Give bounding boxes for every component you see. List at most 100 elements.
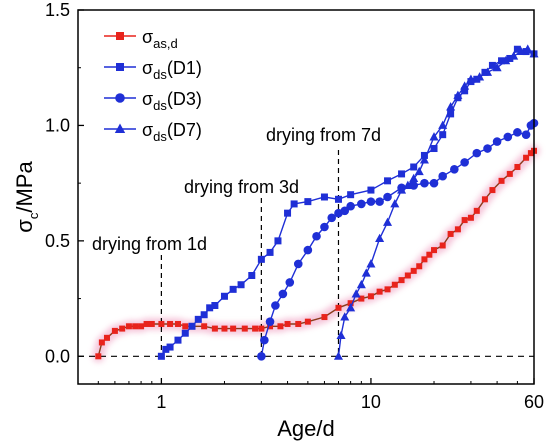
data-point <box>429 132 439 141</box>
data-point <box>284 209 292 217</box>
legend-entry: σds(D7) <box>104 120 202 144</box>
legend-subscript: ds <box>153 67 167 82</box>
data-point <box>327 213 337 223</box>
x-axis-label: Age/d <box>277 416 335 441</box>
x-tick-label: 60 <box>524 392 544 412</box>
data-point <box>257 351 266 361</box>
data-point <box>461 217 468 224</box>
data-point <box>513 45 521 53</box>
legend-symbol: σ <box>142 120 153 140</box>
legend-suffix: (D1) <box>167 58 202 78</box>
data-point <box>410 267 417 274</box>
data-point <box>467 214 474 221</box>
data-point <box>257 255 265 263</box>
data-point <box>472 148 482 158</box>
data-point <box>320 222 329 232</box>
legend-label: σds(D1) <box>142 58 202 82</box>
data-point <box>221 325 228 332</box>
data-point <box>429 178 439 188</box>
legend-suffix: (D3) <box>167 89 202 109</box>
legend-symbol: σ <box>142 89 153 109</box>
legend-subscript: ds <box>153 98 167 113</box>
legend-entry: σas,d <box>104 27 178 51</box>
data-point <box>514 163 521 170</box>
data-point <box>391 281 398 288</box>
data-point <box>304 198 312 206</box>
data-point <box>454 226 461 233</box>
data-point <box>398 170 406 178</box>
data-point <box>356 279 366 289</box>
data-point <box>414 166 424 176</box>
data-point <box>403 180 413 189</box>
legend-subscript: ds <box>153 129 167 144</box>
data-point <box>206 304 214 312</box>
data-point <box>157 352 165 360</box>
data-point <box>320 193 328 201</box>
data-point <box>438 120 448 129</box>
data-point <box>461 87 469 95</box>
data-point <box>295 320 302 327</box>
data-point <box>361 268 371 277</box>
data-point <box>285 278 295 287</box>
data-point <box>182 323 189 330</box>
data-point <box>367 293 374 300</box>
x-tick-label: 1 <box>156 392 166 412</box>
data-point <box>420 178 429 188</box>
data-point <box>290 200 298 208</box>
data-point <box>398 277 405 284</box>
data-point <box>430 145 438 153</box>
data-point <box>241 325 248 332</box>
data-point <box>266 248 274 256</box>
data-point <box>501 55 511 65</box>
data-point <box>475 72 485 81</box>
data-point <box>167 320 174 327</box>
data-point <box>230 325 237 332</box>
data-point <box>376 288 383 295</box>
data-point <box>384 286 391 293</box>
series-group <box>95 44 539 361</box>
data-point <box>166 343 174 351</box>
data-point <box>340 206 350 216</box>
y-tick-label: 0.5 <box>45 231 70 251</box>
data-point <box>321 314 328 321</box>
data-point <box>453 90 463 99</box>
data-point <box>450 164 459 174</box>
data-point <box>523 154 530 161</box>
data-point <box>119 325 126 332</box>
data-point <box>265 317 275 326</box>
data-point <box>439 131 447 139</box>
plot-frame <box>77 9 535 385</box>
data-point <box>439 242 446 249</box>
data-point <box>473 207 480 214</box>
axes: 1 10 60 0.0 0.5 1.0 1.5 <box>45 0 544 412</box>
data-point <box>498 57 506 65</box>
data-point <box>516 46 526 56</box>
data-point <box>375 197 384 206</box>
data-point <box>158 320 165 327</box>
data-point <box>143 320 150 327</box>
data-point <box>258 325 265 332</box>
data-point <box>211 325 218 332</box>
data-point <box>333 351 344 360</box>
data-point <box>482 67 493 76</box>
data-point <box>162 345 170 353</box>
data-point <box>201 323 208 330</box>
y-tick-label: 0.0 <box>45 346 70 366</box>
data-point <box>267 323 274 330</box>
legend-symbol: σ <box>142 58 153 78</box>
data-point <box>446 102 456 111</box>
annotation-label: drying from 1d <box>92 234 207 254</box>
data-point <box>132 323 139 330</box>
legend-subscript: as,d <box>153 36 178 51</box>
data-point <box>513 128 522 137</box>
data-point <box>492 137 502 146</box>
data-point <box>509 51 519 60</box>
data-point <box>200 311 208 319</box>
data-point <box>194 315 202 323</box>
data-point <box>416 263 423 270</box>
data-point <box>367 186 375 194</box>
data-point <box>148 320 155 327</box>
y-tick-label: 1.0 <box>45 115 70 135</box>
data-point <box>284 320 291 327</box>
